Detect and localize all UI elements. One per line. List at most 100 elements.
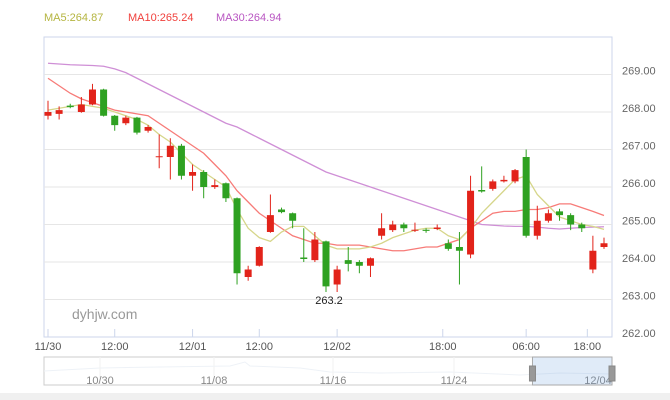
- candle: [66, 103, 74, 109]
- candle-body: [289, 213, 297, 221]
- candle-body: [88, 89, 96, 105]
- candle: [289, 212, 297, 229]
- candle-body: [189, 172, 197, 176]
- candle-body: [544, 213, 552, 221]
- x-tick-label: 11/30: [35, 341, 62, 353]
- x-tick-label: 12/02: [323, 341, 351, 353]
- candle: [533, 205, 541, 240]
- navigator-label: 11/16: [320, 375, 347, 387]
- candle-body: [600, 243, 608, 247]
- candle-body: [211, 185, 219, 187]
- candle: [400, 222, 408, 232]
- candle-body: [455, 247, 463, 251]
- candle-body: [144, 127, 152, 131]
- candle-body: [133, 117, 141, 133]
- candle-body: [467, 190, 475, 255]
- candle: [411, 222, 419, 232]
- x-tick-label: 18:00: [429, 341, 457, 353]
- candle-body: [511, 170, 519, 182]
- candle: [378, 213, 386, 240]
- candle-body: [66, 105, 74, 108]
- x-tick-label: 18:00: [574, 341, 602, 353]
- candle-body: [533, 220, 541, 236]
- legend-ma5[interactable]: MA5:264.87: [44, 12, 104, 24]
- candle-body: [44, 112, 52, 116]
- candle: [111, 115, 119, 131]
- candle: [144, 125, 152, 133]
- candle-body: [556, 211, 564, 216]
- candle: [522, 149, 530, 238]
- candle: [489, 179, 497, 191]
- candle: [122, 115, 130, 126]
- candle: [189, 164, 197, 191]
- candle-body: [589, 250, 597, 270]
- candle-body: [278, 209, 286, 213]
- navigator-handle-right[interactable]: [608, 365, 616, 382]
- candle-body: [155, 156, 163, 158]
- candle: [467, 175, 475, 259]
- legend-ma30[interactable]: MA30:264.94: [216, 12, 282, 24]
- candle: [166, 138, 174, 180]
- candle: [155, 134, 163, 169]
- y-tick-label: 265.00: [622, 216, 656, 228]
- candle: [300, 228, 308, 262]
- candle-body: [378, 228, 386, 236]
- candle-body: [166, 145, 174, 157]
- candle-body: [400, 224, 408, 229]
- y-tick-label: 264.00: [622, 253, 656, 265]
- candle: [133, 116, 141, 135]
- navigator-selection[interactable]: [531, 356, 613, 386]
- x-tick-label: 12:00: [101, 341, 129, 353]
- candle: [422, 228, 430, 233]
- candle-body: [311, 239, 319, 261]
- candle: [455, 232, 463, 285]
- candle: [511, 169, 519, 184]
- candle-body: [344, 260, 352, 264]
- candle: [100, 88, 108, 117]
- candle: [44, 100, 52, 120]
- candle-body: [122, 117, 130, 124]
- candle-body: [244, 269, 252, 277]
- candle: [389, 220, 397, 232]
- candle: [211, 179, 219, 189]
- min-price-label: 263.2: [315, 295, 343, 307]
- candle: [255, 246, 263, 267]
- candle: [278, 207, 286, 214]
- candle: [322, 240, 330, 292]
- candle-body: [489, 181, 497, 189]
- y-tick-label: 262.00: [622, 328, 656, 340]
- candle: [222, 182, 230, 202]
- y-tick-label: 266.00: [622, 178, 656, 190]
- navigator-handle-left[interactable]: [528, 365, 536, 382]
- candle-body: [411, 229, 419, 231]
- candle: [177, 143, 185, 180]
- navigator-label: 11/24: [441, 375, 468, 387]
- candle-body: [366, 258, 374, 266]
- candle-body: [100, 89, 108, 116]
- candle-body: [111, 115, 119, 126]
- y-tick-label: 267.00: [622, 141, 656, 153]
- candle: [77, 97, 85, 113]
- candle-body: [578, 224, 586, 229]
- candle: [444, 239, 452, 251]
- candle-body: [500, 179, 508, 182]
- candle: [88, 83, 96, 106]
- candle-body: [255, 247, 263, 266]
- candle: [244, 265, 252, 281]
- candle: [600, 237, 608, 249]
- navigator-series: [43, 361, 613, 376]
- watermark: dyhjw.com: [72, 306, 137, 322]
- candle-body: [177, 145, 185, 176]
- candle: [567, 213, 575, 231]
- candle-body: [478, 190, 486, 192]
- y-tick-label: 268.00: [622, 103, 656, 115]
- candle-body: [433, 227, 441, 229]
- x-tick-label: 12:00: [246, 341, 274, 353]
- legend-ma10[interactable]: MA10:265.24: [128, 12, 194, 24]
- candle: [556, 208, 564, 221]
- candle-body: [567, 215, 575, 225]
- candle-body: [333, 269, 341, 285]
- candle: [366, 257, 374, 277]
- candle: [311, 232, 319, 262]
